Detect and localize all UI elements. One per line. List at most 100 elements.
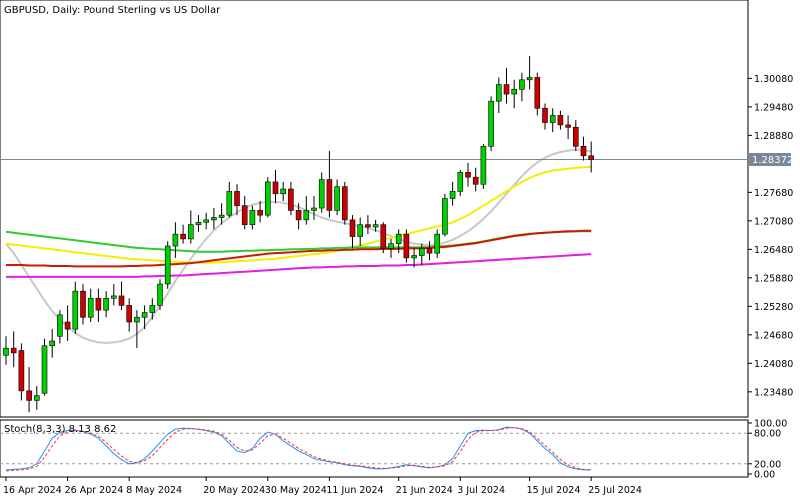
- candle-body-bear: [588, 155, 595, 160]
- candle: [480, 143, 487, 190]
- candle: [118, 281, 125, 311]
- price-tick-label: 1.25880: [754, 273, 793, 284]
- candle: [495, 77, 502, 114]
- candle: [434, 229, 441, 258]
- price-tick-label: 1.27080: [754, 216, 793, 227]
- candle-body-bear: [542, 107, 548, 123]
- candle-body-bear: [18, 350, 25, 392]
- candle-body-bull: [549, 115, 556, 123]
- price-tick-label: 1.26480: [754, 245, 793, 256]
- candle-body-bear: [534, 77, 541, 109]
- candle: [272, 170, 279, 204]
- candle-body-bull: [87, 297, 94, 318]
- candle: [295, 203, 302, 230]
- candle: [241, 196, 248, 230]
- candle: [365, 215, 371, 235]
- stochastic-tick-label: 0.00: [754, 470, 775, 481]
- price-tick-label: 1.27680: [754, 188, 793, 199]
- candle-body-bear: [365, 224, 371, 228]
- candle: [49, 329, 56, 358]
- candle-body-bear: [95, 297, 102, 311]
- candle: [542, 103, 548, 130]
- candle-body-bull: [411, 255, 417, 259]
- candle-body-bull: [149, 305, 156, 313]
- candle-body-bull: [303, 210, 310, 221]
- candle-body-bull: [442, 198, 448, 235]
- price-axis[interactable]: 1.30080 1.29480 1.28880 1.27680 1.27080 1.264…: [748, 74, 793, 398]
- candle: [95, 288, 102, 323]
- candle-body-bull: [495, 84, 502, 102]
- candle: [318, 172, 325, 213]
- candle-body-bull: [418, 248, 425, 256]
- candle: [134, 310, 140, 349]
- price-tick-label: 1.23480: [754, 387, 793, 398]
- candle: [195, 215, 202, 232]
- candle: [534, 72, 541, 116]
- current-price-label: 1.28372: [749, 152, 793, 166]
- time-tick-label: 20 May 2024: [203, 485, 265, 496]
- candle: [488, 96, 494, 152]
- candle: [572, 120, 579, 152]
- candle-body-bull: [334, 186, 340, 211]
- candle-body-bull: [434, 233, 441, 254]
- candle-body-bull: [526, 77, 533, 81]
- candle: [280, 181, 287, 201]
- price-pane[interactable]: GBPUSD, Daily: Pound Sterling vs US Doll…: [0, 0, 749, 418]
- candle: [188, 210, 194, 244]
- candle-body-bull: [72, 290, 79, 330]
- candle-body-bull: [164, 245, 171, 285]
- price-tick-label: 1.30080: [754, 74, 793, 85]
- candle-body-bear: [426, 248, 433, 254]
- candle-body-bear: [580, 145, 587, 157]
- candle-body-bear: [565, 124, 571, 128]
- stochastic-tick-label: 80.00: [754, 429, 781, 440]
- candle-body-bear: [403, 233, 410, 259]
- candle-body-bull: [41, 345, 48, 394]
- candle: [218, 203, 225, 225]
- candle-body-bull: [280, 188, 287, 195]
- candle: [226, 181, 233, 218]
- time-axis[interactable]: 16 Apr 2024 26 Apr 2024 8 May 2024 20 May 2…: [3, 477, 642, 496]
- current-price-value: 1.28372: [752, 155, 793, 166]
- candle: [18, 343, 25, 401]
- candle: [465, 162, 471, 187]
- candle-body-bear: [572, 126, 579, 147]
- candle: [357, 217, 364, 247]
- price-tick-label: 1.25280: [754, 302, 793, 313]
- candle-body-bear: [10, 347, 17, 354]
- candle: [418, 243, 425, 266]
- candle: [403, 229, 410, 263]
- candle: [103, 291, 109, 318]
- time-tick-label: 11 Jun 2024: [326, 485, 383, 496]
- candle: [349, 215, 356, 249]
- stochastic-tick-label: 100.00: [754, 419, 787, 430]
- candle: [449, 181, 456, 206]
- candle-body-bear: [349, 219, 356, 237]
- candle: [341, 181, 348, 225]
- candle-body-bull: [372, 224, 379, 228]
- candle: [3, 336, 9, 365]
- price-tick-label: 1.24680: [754, 330, 793, 341]
- candle: [149, 298, 156, 320]
- candle: [33, 386, 40, 410]
- candle: [157, 279, 163, 311]
- candle: [211, 208, 217, 230]
- candle-body-bull: [395, 233, 402, 244]
- candle-body-bear: [234, 191, 240, 206]
- candle: [111, 284, 117, 306]
- candle-body-bull: [480, 145, 487, 185]
- time-tick-label: 25 Jul 2024: [588, 485, 642, 496]
- candle: [588, 141, 595, 173]
- stochastic-pane[interactable]: Stoch(8,3,3) 8.13 8.62: [0, 419, 749, 478]
- candle-body-bull: [57, 314, 63, 337]
- candle-body-bear: [295, 210, 302, 221]
- candle: [203, 212, 209, 230]
- candle-body-bull: [488, 100, 494, 147]
- time-tick-label: 8 May 2024: [126, 485, 182, 496]
- chart-title: GBPUSD, Daily: Pound Sterling vs US Doll…: [4, 5, 221, 16]
- candle-body-bull: [49, 340, 56, 347]
- moving-average-line: [5, 165, 592, 264]
- candle-body-bear: [126, 305, 132, 323]
- candle: [457, 170, 464, 197]
- candle-body-bull: [157, 283, 163, 306]
